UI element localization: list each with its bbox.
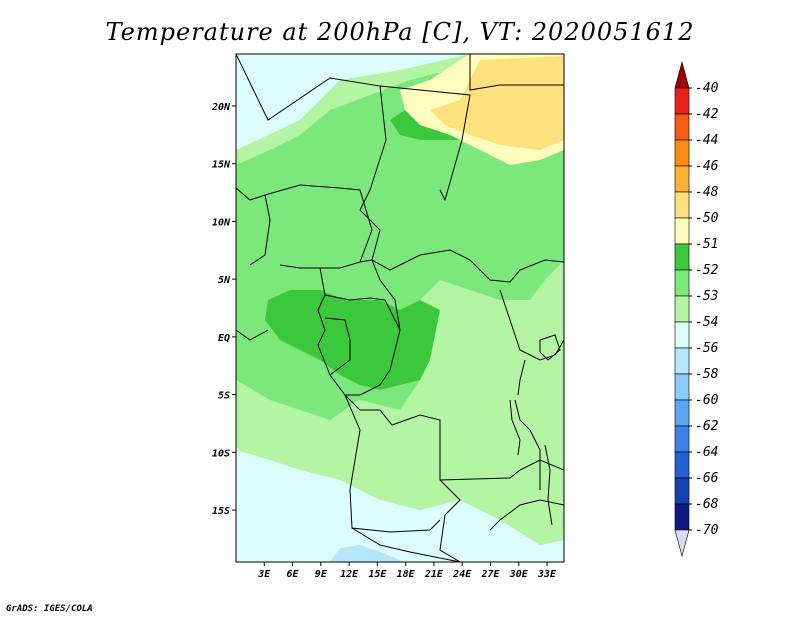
colorbar-label: -60 xyxy=(695,393,719,408)
colorbar-label: -44 xyxy=(695,133,718,148)
colorbar-segment xyxy=(674,425,690,453)
lon-tick-label: 15E xyxy=(368,569,387,580)
lon-tick-label: 18E xyxy=(397,569,416,580)
lakes xyxy=(509,334,561,526)
colorbar-segment xyxy=(674,321,690,349)
lat-tick-label: 10N xyxy=(212,217,231,228)
colorbar-label: -56 xyxy=(695,341,719,356)
colorbar-label: -70 xyxy=(695,523,719,538)
colorbar: -40 -42 -44 -46 -48 -50 -51 -52 -53 -54 -56 -58 -60 -… xyxy=(674,60,719,558)
longitude-axis: 3E 6E 9E 12E 15E 18E 21E 24E 27E 30E 33E xyxy=(257,562,557,580)
lon-tick-label: 21E xyxy=(424,569,444,580)
colorbar-segment xyxy=(674,60,690,89)
colorbar-segment xyxy=(674,503,690,531)
country-borders xyxy=(236,54,564,562)
lat-tick-label: 10S xyxy=(212,448,230,459)
lon-tick-label: 9E xyxy=(315,569,328,580)
lon-tick-label: 30E xyxy=(509,569,529,580)
colorbar-label: -50 xyxy=(695,211,719,226)
colorbar-label: -64 xyxy=(695,445,718,460)
lon-tick-label: 27E xyxy=(480,569,500,580)
lon-tick-label: 3E xyxy=(257,569,271,580)
colorbar-segment xyxy=(674,113,690,141)
map-frame xyxy=(235,53,565,563)
map-title: Temperature at 200hPa [C], VT: 202005161… xyxy=(105,18,695,46)
lat-tick-label: 5S xyxy=(218,391,230,402)
colorbar-segment xyxy=(674,243,690,271)
field-below-52-west xyxy=(265,290,440,390)
lat-tick-label: EQ xyxy=(218,333,230,344)
lat-tick-label: 5N xyxy=(218,275,231,286)
colorbar-segment xyxy=(674,399,690,427)
colorbar-label: -62 xyxy=(695,419,719,434)
colorbar-label: -42 xyxy=(695,107,719,122)
lat-tick-label: 15N xyxy=(212,160,231,171)
colorbar-segment xyxy=(674,165,690,193)
colorbar-segment xyxy=(674,139,690,167)
lon-tick-label: 6E xyxy=(287,569,300,580)
colorbar-label: -51 xyxy=(695,237,718,252)
colorbar-label: -48 xyxy=(695,185,719,200)
colorbar-label: -58 xyxy=(695,367,719,382)
colorbar-segment xyxy=(674,269,690,297)
latitude-axis: 20N 15N 10N 5N EQ 5S 10S 15S xyxy=(211,102,236,517)
lon-tick-label: 12E xyxy=(340,569,359,580)
field-50-to-48 xyxy=(430,56,564,150)
colorbar-segment xyxy=(674,373,690,401)
colorbar-segment xyxy=(674,191,690,219)
colorbar-label: -54 xyxy=(695,315,718,330)
colorbar-segment xyxy=(674,529,690,558)
lat-tick-label: 15S xyxy=(212,506,230,517)
colorbar-segment xyxy=(674,87,690,115)
colorbar-segment xyxy=(674,217,690,245)
temperature-field xyxy=(236,54,564,562)
lon-tick-label: 24E xyxy=(452,569,472,580)
lon-tick-label: 33E xyxy=(537,569,557,580)
credit-text: GrADS: IGES/COLA xyxy=(6,604,93,614)
colorbar-segment xyxy=(674,477,690,505)
colorbar-label: -46 xyxy=(695,159,719,174)
colorbar-label: -40 xyxy=(695,81,719,96)
colorbar-label: -53 xyxy=(695,289,718,304)
lat-tick-label: 20N xyxy=(211,102,231,113)
colorbar-segment xyxy=(674,347,690,375)
colorbar-segment xyxy=(674,295,690,323)
colorbar-label: -52 xyxy=(695,263,719,278)
colorbar-label: -68 xyxy=(695,497,719,512)
colorbar-label: -66 xyxy=(695,471,719,486)
colorbar-segment xyxy=(674,451,690,479)
field-56-to-58 xyxy=(330,545,400,562)
